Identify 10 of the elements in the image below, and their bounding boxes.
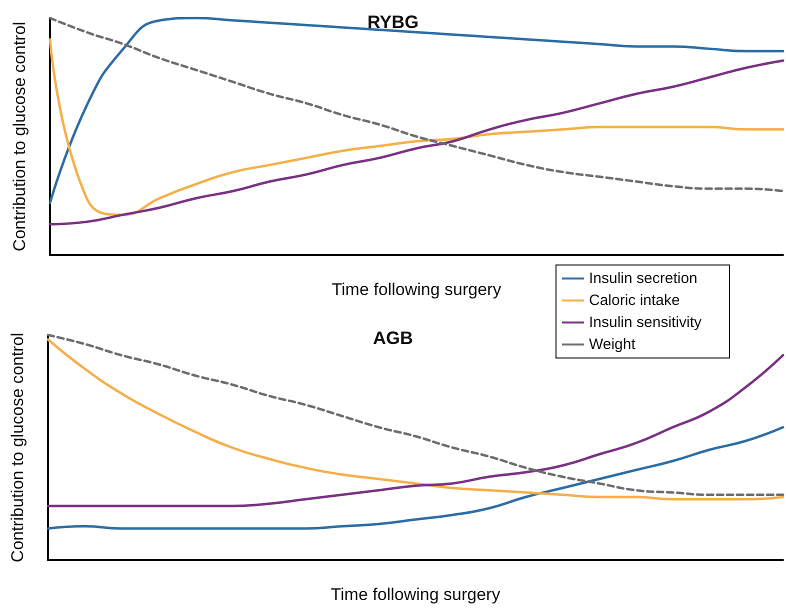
legend-label: Caloric intake (589, 292, 680, 309)
chart-title: RYBG (367, 12, 419, 32)
y-axis-title: Contribution to glucose control (8, 332, 27, 562)
legend-label: Insulin secretion (589, 270, 698, 287)
legend-label: Insulin sensitivity (589, 314, 702, 331)
legend-label: Weight (589, 336, 636, 353)
chart-title: AGB (373, 328, 413, 348)
x-axis-title: Time following surgery (330, 585, 501, 604)
y-axis-title: Contribution to glucose control (10, 22, 29, 252)
x-axis-title: Time following surgery (332, 280, 502, 299)
